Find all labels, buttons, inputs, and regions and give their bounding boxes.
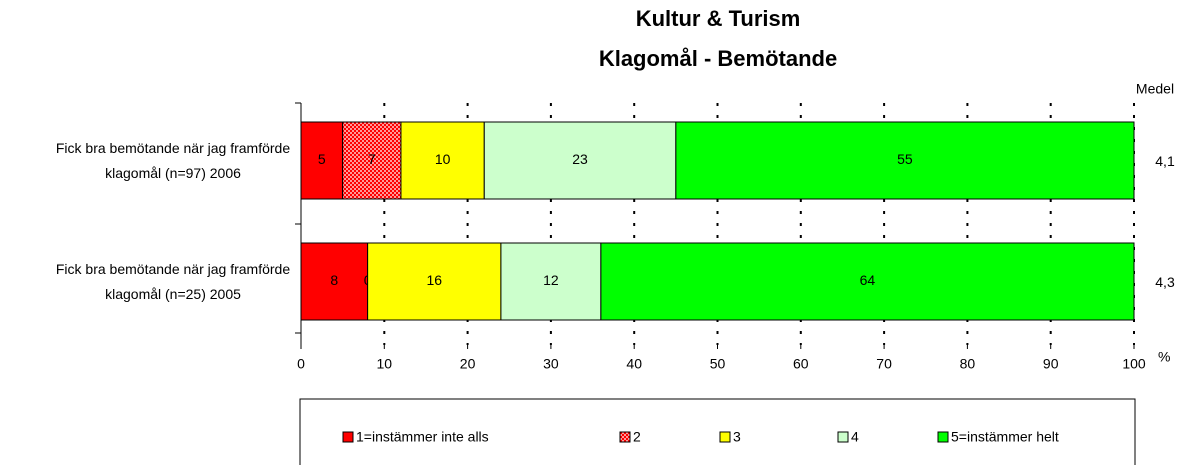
x-tick-label: 0 xyxy=(297,356,305,372)
medel-value: 4,3 xyxy=(1155,274,1175,290)
data-label: 5 xyxy=(318,151,326,167)
legend-box xyxy=(299,398,1136,465)
bar-segment xyxy=(342,121,402,200)
legend-swatch xyxy=(719,431,731,443)
bar-segment xyxy=(483,121,677,200)
legend-label: 2 xyxy=(633,429,641,445)
legend-label: 1=instämmer inte alls xyxy=(356,429,489,445)
x-tick-label: 10 xyxy=(377,356,393,372)
bar-segment xyxy=(600,242,1135,321)
legend-swatch xyxy=(342,431,354,443)
x-tick-label: 70 xyxy=(876,356,892,372)
x-tick-label: 30 xyxy=(543,356,559,372)
bar-segment xyxy=(500,242,602,321)
legend-swatch xyxy=(837,431,849,443)
bar-segment xyxy=(367,242,502,321)
legend-swatch xyxy=(619,431,631,443)
data-label: 8 xyxy=(330,272,338,288)
x-tick-label: 80 xyxy=(960,356,976,372)
data-label: 16 xyxy=(426,272,442,288)
x-tick-label: 60 xyxy=(793,356,809,372)
x-axis-label: % xyxy=(1158,349,1170,365)
legend-label: 4 xyxy=(851,429,859,445)
data-label: 55 xyxy=(897,151,913,167)
bar-segment xyxy=(400,121,485,200)
data-label: 7 xyxy=(368,151,376,167)
bar-segment xyxy=(675,121,1135,200)
category-label: Fick bra bemötande när jag framförde kla… xyxy=(55,260,291,302)
category-label: Fick bra bemötande när jag framförde kla… xyxy=(55,139,291,181)
chart-title: Kultur & Turism xyxy=(636,6,801,31)
data-label: 10 xyxy=(435,151,451,167)
chart-title: Klagomål - Bemötande xyxy=(599,46,837,71)
legend-label: 3 xyxy=(733,429,741,445)
x-tick-label: 100 xyxy=(1122,356,1146,372)
legend-swatch xyxy=(937,431,949,443)
data-label: 23 xyxy=(572,151,588,167)
bar-segment xyxy=(300,242,369,321)
x-tick-label: 50 xyxy=(710,356,726,372)
medel-header: Medel xyxy=(1136,81,1174,97)
data-label: 12 xyxy=(543,272,559,288)
medel-value: 4,1 xyxy=(1155,153,1175,169)
x-tick-label: 20 xyxy=(460,356,476,372)
legend-label: 5=instämmer helt xyxy=(951,429,1059,445)
x-tick-label: 90 xyxy=(1043,356,1059,372)
data-label: 64 xyxy=(860,272,876,288)
x-tick-label: 40 xyxy=(626,356,642,372)
